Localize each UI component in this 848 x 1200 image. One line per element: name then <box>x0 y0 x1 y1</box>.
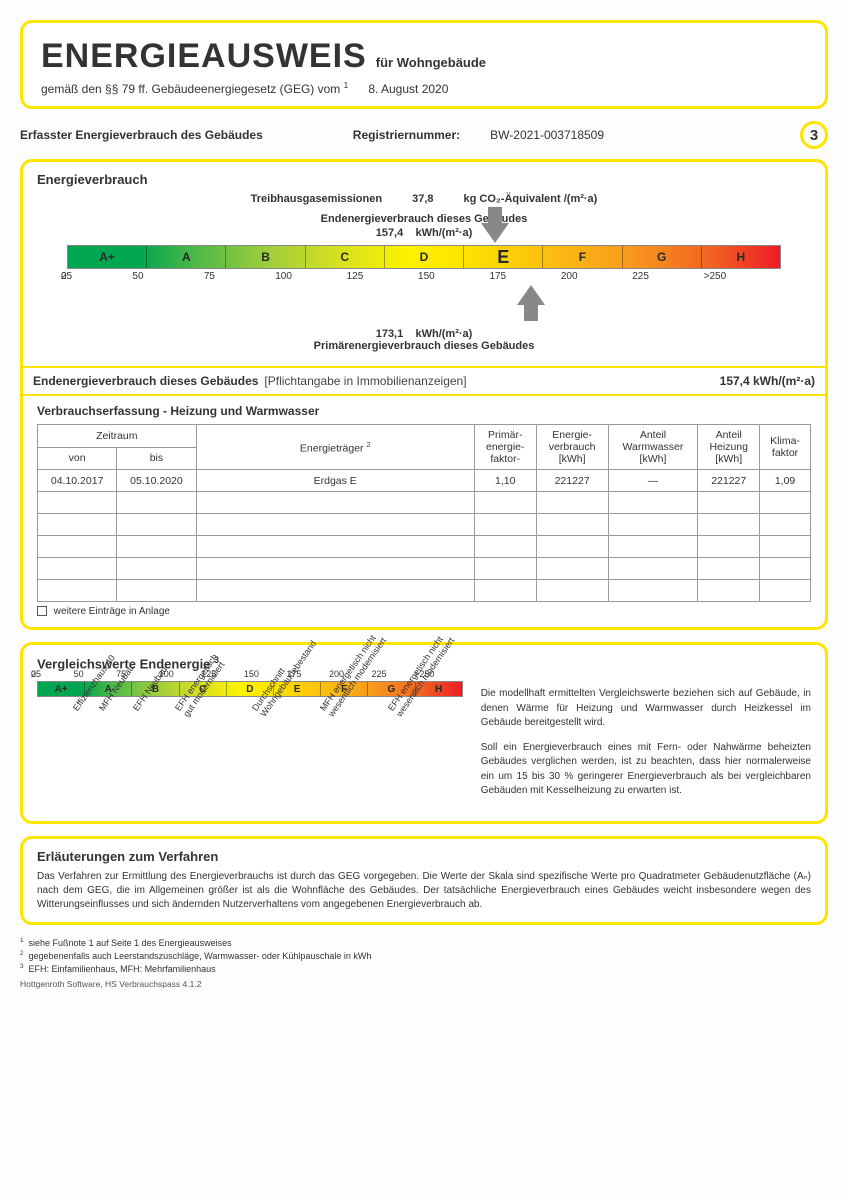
endenergy-value: 157,4 kWh/(m²·a) <box>720 374 815 388</box>
header-box: ENERGIEAUSWEIS für Wohngebäude gemäß den… <box>20 20 828 109</box>
doc-title: ENERGIEAUSWEIS <box>41 37 367 76</box>
energy-scale: A+ABCDEFGH 0255075100125150175200225>250 <box>67 245 781 282</box>
primary-label: Primärenergieverbrauch dieses Gebäudes <box>37 340 811 352</box>
scale-class: H <box>702 246 780 268</box>
capture-title: Verbrauchserfassung - Heizung und Warmwa… <box>37 404 811 418</box>
table-row <box>38 536 811 558</box>
scale-class: D <box>385 246 464 268</box>
capture-more: weitere Einträge in Anlage <box>37 606 811 617</box>
footnotes: 1 siehe Fußnote 1 auf Seite 1 des Energi… <box>20 937 828 975</box>
primary-value: 173,1 <box>376 328 404 340</box>
scale-class: E <box>464 246 543 268</box>
scale-class: F <box>543 246 622 268</box>
doc-subtitle: gemäß den §§ 79 ff. Gebäudeenergiegesetz… <box>41 80 807 96</box>
comparison-text-2: Soll ein Energieverbrauch eines mit Fern… <box>481 741 811 799</box>
ghg-value: 37,8 <box>412 193 433 205</box>
capture-table: Zeitraum Energieträger 2 Primär- energie… <box>37 424 811 602</box>
scale-class: G <box>623 246 702 268</box>
table-row <box>38 580 811 602</box>
endenergy-line: Endenergieverbrauch dieses Gebäudes [Pfl… <box>23 366 825 396</box>
reg-value: BW-2021-003718509 <box>490 128 604 142</box>
table-row: 04.10.201705.10.2020Erdgas E1,10221227—2… <box>38 470 811 492</box>
section-bar: Erfasster Energieverbrauch des Gebäudes … <box>20 121 828 149</box>
scale-class: C <box>306 246 385 268</box>
arrow-up-icon <box>517 285 545 305</box>
scale-class: A <box>147 246 226 268</box>
scale-class: B <box>226 246 305 268</box>
explanation-title: Erläuterungen zum Verfahren <box>37 849 811 864</box>
section-left: Erfasster Energieverbrauch des Gebäudes <box>20 128 263 142</box>
consumption-title: Energieverbrauch <box>37 172 811 187</box>
end-unit: kWh/(m²·a) <box>415 227 472 239</box>
comparison-box: Vergleichswerte Endenergie 3 A+ABCDEFGH … <box>20 642 828 824</box>
table-row <box>38 492 811 514</box>
doc-for: für Wohngebäude <box>376 55 486 70</box>
reg-label: Registriernummer: <box>353 128 460 142</box>
arrow-up-icon <box>524 305 538 321</box>
explanation-box: Erläuterungen zum Verfahren Das Verfahre… <box>20 836 828 925</box>
software-line: Hottgenroth Software, HS Verbrauchspass … <box>20 979 828 989</box>
end-value: 157,4 <box>376 227 404 239</box>
page-number: 3 <box>800 121 828 149</box>
comparison-labels: Effizienzhaus 40MFH NeubauEFH NeubauEFH … <box>37 701 463 811</box>
table-row <box>38 558 811 580</box>
table-row <box>38 514 811 536</box>
arrow-down-icon <box>488 207 502 223</box>
comparison-text-1: Die modellhaft ermittelten Vergleichswer… <box>481 687 811 731</box>
explanation-text: Das Verfahren zur Ermittlung des Energie… <box>37 870 811 912</box>
consumption-box: Energieverbrauch Treibhausgasemissionen … <box>20 159 828 630</box>
end-label: Endenergieverbrauch dieses Gebäudes <box>37 213 811 225</box>
arrow-down-icon <box>481 223 509 243</box>
ghg-label: Treibhausgasemissionen <box>251 193 382 205</box>
ghg-unit: kg CO₂-Äquivalent /(m²·a) <box>464 193 598 205</box>
scale-class: A+ <box>68 246 147 268</box>
checkbox-icon <box>37 606 47 616</box>
primary-unit: kWh/(m²·a) <box>415 328 472 340</box>
